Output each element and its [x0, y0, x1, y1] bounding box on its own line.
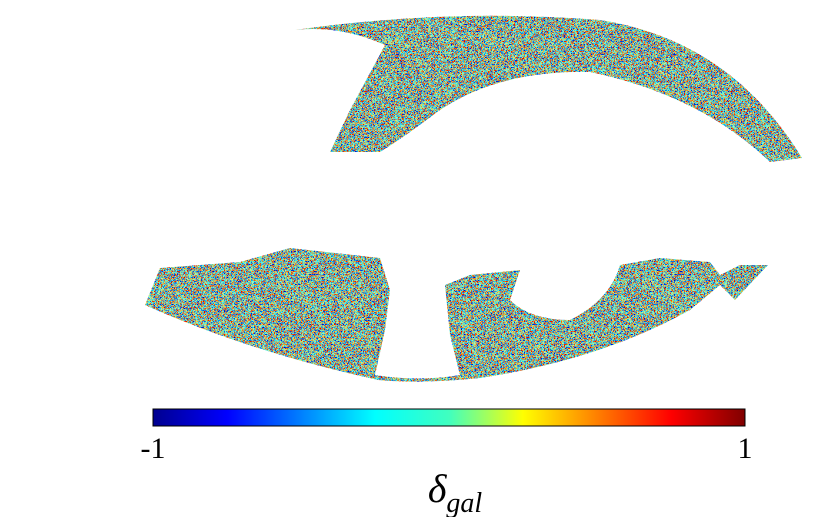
south-region [145, 248, 768, 382]
colorbar-tick-label: 1 [738, 432, 753, 465]
colorbar-tick-label: -1 [141, 432, 166, 465]
label-symbol: δ [428, 466, 448, 511]
label-subscript: gal [446, 488, 482, 517]
colorbar-label: δgal [428, 466, 483, 517]
colorbar [152, 408, 746, 427]
density-map [145, 15, 802, 382]
north-region [295, 15, 802, 162]
